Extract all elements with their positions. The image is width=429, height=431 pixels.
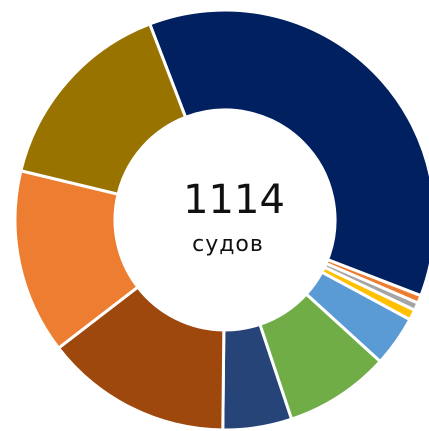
slice — [147, 8, 429, 298]
center-value: 1114 — [183, 177, 285, 223]
slice — [19, 22, 188, 197]
center-unit: судов — [192, 232, 264, 257]
slices — [13, 8, 429, 431]
